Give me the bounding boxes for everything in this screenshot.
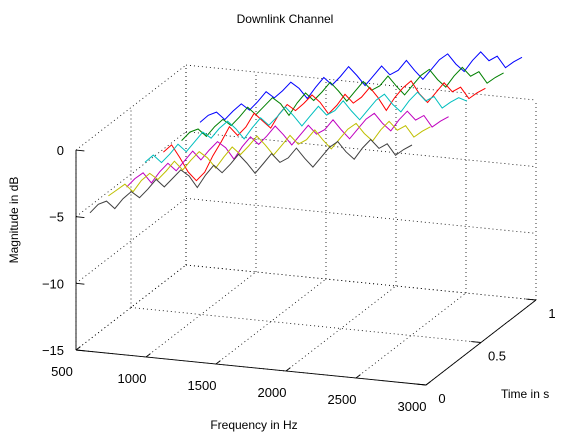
- grid-line: [355, 292, 467, 379]
- z-tick-label: −15: [42, 343, 64, 358]
- series-line-5: [108, 120, 431, 197]
- x-tick-mark: [145, 353, 151, 358]
- y-tick-label: 0.5: [488, 349, 506, 364]
- x-axis-label: Frequency in Hz: [210, 418, 297, 432]
- grid-line: [145, 271, 257, 358]
- z-axis-label: Magnitude in dB: [7, 177, 21, 264]
- z-tick-mark: [75, 349, 85, 352]
- grid-line: [285, 285, 397, 372]
- x-tick-label: 1000: [118, 371, 147, 386]
- series-line-1: [181, 66, 504, 141]
- series-line-0: [199, 51, 523, 123]
- grid-line: [185, 197, 537, 234]
- z-tick-mark: [75, 216, 85, 218]
- x-axis-line: [75, 349, 427, 386]
- y-axis-label: Time in s: [501, 387, 549, 401]
- y-tick-label: 0: [438, 391, 445, 406]
- x-tick-label: 500: [51, 364, 73, 379]
- x-tick-mark: [425, 381, 431, 386]
- x-tick-mark: [285, 367, 291, 372]
- y-tick-label: 1: [548, 306, 555, 321]
- chart-title: Downlink Channel: [237, 12, 334, 26]
- grid-line: [185, 64, 537, 101]
- z-tick-label: −5: [49, 210, 64, 225]
- y-tick-mark: [526, 298, 537, 301]
- axis-box: [75, 149, 537, 386]
- x-tick-mark: [355, 374, 361, 379]
- z-tick-label: −10: [42, 276, 64, 291]
- y-tick-mark: [471, 341, 482, 343]
- tick-labels: 500 1000 1500 2000 2500 3000 0 0.5 1 −15 −10 −5 0: [42, 143, 556, 414]
- x-tick-label: 1500: [188, 378, 217, 393]
- grid-line: [75, 131, 187, 218]
- grid-line: [185, 264, 537, 301]
- series-line-6: [89, 138, 413, 214]
- z-tick-label: 0: [57, 143, 64, 158]
- x-tick-label: 2500: [328, 392, 357, 407]
- grid-lines: [75, 64, 537, 386]
- x-tick-label: 3000: [398, 399, 427, 414]
- y-tick-mark: [416, 383, 427, 386]
- x-tick-mark: [215, 360, 221, 365]
- series-line-3: [144, 91, 468, 164]
- z-tick-mark: [75, 282, 85, 285]
- series-line-4: [126, 110, 449, 188]
- z-tick-mark: [75, 149, 85, 152]
- grid-line: [130, 307, 482, 343]
- series-lines: [89, 51, 523, 214]
- x-tick-mark: [75, 346, 81, 351]
- x-tick-label: 2000: [258, 385, 287, 400]
